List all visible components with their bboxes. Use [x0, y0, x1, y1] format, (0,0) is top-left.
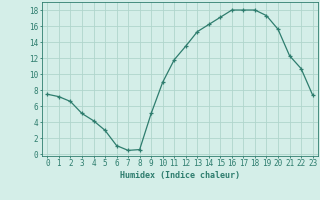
- X-axis label: Humidex (Indice chaleur): Humidex (Indice chaleur): [120, 171, 240, 180]
